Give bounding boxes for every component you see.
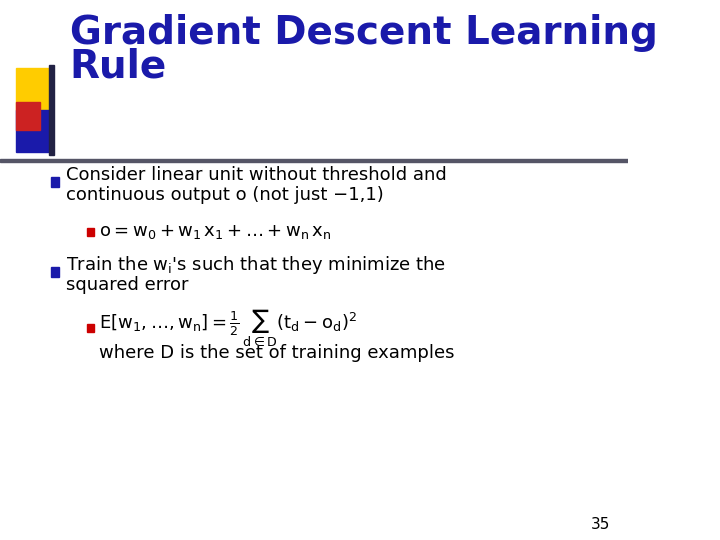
- Bar: [50, 177, 59, 187]
- Bar: [0, 159, 628, 162]
- Bar: [16, 68, 53, 110]
- Bar: [50, 267, 59, 277]
- Text: $\mathrm{E[w_1,\ldots,w_n] = \frac{1}{2}\,\sum_{d \in D}(t_d - o_d)^2}$: $\mathrm{E[w_1,\ldots,w_n] = \frac{1}{2}…: [99, 308, 358, 348]
- Bar: [16, 102, 40, 130]
- Text: 35: 35: [591, 517, 611, 532]
- Text: Train the $\mathrm{w_i}$'s such that they minimize the: Train the $\mathrm{w_i}$'s such that the…: [66, 254, 446, 276]
- Bar: [87, 324, 94, 332]
- Text: where D is the set of training examples: where D is the set of training examples: [99, 344, 455, 362]
- Text: continuous output o (not just −1,1): continuous output o (not just −1,1): [66, 186, 384, 204]
- Text: $\mathrm{o{=}w_0 + w_1\, x_1 + \ldots + w_n\, x_n}$: $\mathrm{o{=}w_0 + w_1\, x_1 + \ldots + …: [99, 223, 332, 241]
- Text: Gradient Descent Learning: Gradient Descent Learning: [70, 14, 657, 52]
- Bar: [87, 228, 94, 236]
- Text: squared error: squared error: [66, 276, 189, 294]
- Bar: [49, 65, 54, 155]
- Text: Consider linear unit without threshold and: Consider linear unit without threshold a…: [66, 166, 447, 184]
- Bar: [16, 110, 53, 152]
- Text: Rule: Rule: [70, 47, 167, 85]
